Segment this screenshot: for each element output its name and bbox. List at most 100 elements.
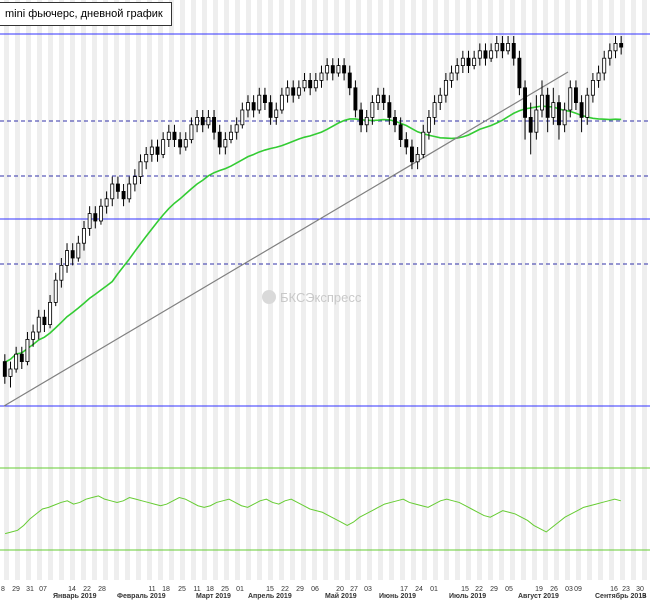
candle-body [121, 190, 126, 200]
stripe [125, 0, 130, 580]
stripe [279, 0, 284, 580]
candle-body [308, 80, 313, 89]
candle-body [472, 57, 477, 67]
candle-body [59, 264, 64, 281]
x-axis-day-label: 20 [336, 586, 344, 593]
stripe [70, 0, 75, 580]
x-axis-month-label: Апрель 2019 [248, 593, 292, 600]
stripe [345, 0, 350, 580]
stripe [323, 0, 328, 580]
stripe [356, 0, 361, 580]
candle-body [217, 131, 222, 148]
stripe [587, 0, 592, 580]
candle-body [545, 94, 550, 118]
x-axis-day-label: 15 [461, 586, 469, 593]
stripe [378, 0, 383, 580]
candle-body [557, 102, 561, 126]
candle-body [25, 338, 30, 362]
x-axis-day-label: 26 [550, 586, 558, 593]
candle-body [229, 131, 233, 140]
x-axis-day-label: 11 [193, 586, 200, 593]
candle-body [279, 94, 284, 111]
candle-body [489, 50, 494, 59]
stripe [312, 0, 317, 580]
candle-body [268, 102, 273, 118]
candle-body [336, 65, 341, 74]
x-axis-day-label: 06 [311, 586, 319, 593]
x-axis-day-label: 31 [26, 586, 34, 593]
candle-body [285, 87, 290, 96]
x-axis-day-label: 25 [178, 586, 186, 593]
candle-body [387, 102, 392, 118]
candle-body [381, 94, 386, 103]
candle-body [166, 131, 171, 140]
candle-body [132, 176, 137, 185]
candle-body [70, 250, 75, 259]
candle-body [426, 117, 431, 133]
x-axis-day-label: 03 [565, 586, 573, 593]
candle-body [506, 43, 511, 52]
stripe [202, 0, 207, 580]
stripe [433, 0, 438, 580]
candle-body [115, 183, 120, 192]
x-axis-edge-label: 8 [1, 586, 5, 593]
candle-body [613, 43, 618, 52]
candle-body [246, 102, 250, 111]
stripe [510, 0, 515, 580]
candle-body [319, 72, 324, 81]
moving-average-line [4, 105, 622, 364]
stripe [169, 0, 174, 580]
x-axis-month-label: Сентябрь 2019 [595, 592, 646, 600]
candle-body [573, 87, 578, 104]
candle-body [568, 87, 573, 111]
candle-body [585, 94, 590, 118]
x-axis-month-label: Июнь 2019 [379, 593, 416, 600]
candle-body [93, 213, 98, 222]
stripe [642, 0, 647, 580]
x-axis-day-label: 27 [350, 586, 358, 593]
candle-body [161, 139, 166, 155]
candle-body [155, 146, 160, 155]
candle-body [500, 43, 505, 52]
stripe [4, 0, 9, 580]
stripe [301, 0, 306, 580]
stripe [466, 0, 471, 580]
stripe [576, 0, 581, 580]
stripe [257, 0, 262, 580]
stripe [499, 0, 504, 580]
candle-body [619, 43, 624, 48]
stripe [103, 0, 108, 580]
candle-body [364, 117, 369, 126]
candle-body [398, 124, 403, 141]
moving-average-path [4, 105, 622, 364]
stripe [48, 0, 53, 580]
candle-body [347, 72, 352, 89]
stripe [213, 0, 218, 580]
candle-body [494, 43, 499, 52]
x-axis-day-label: 09 [574, 586, 582, 593]
stripe [477, 0, 482, 580]
candle-body [206, 117, 211, 126]
watermark-text: БКСЭкспресс [280, 290, 362, 305]
date-stripes [4, 0, 647, 580]
candle-body [42, 316, 47, 326]
x-axis-day-label: 01 [430, 586, 438, 593]
x-axis-day-label: 28 [98, 586, 106, 593]
oscillator-pane [0, 467, 650, 551]
candle-body [596, 72, 601, 81]
candle-body [540, 94, 544, 111]
candle-body [353, 87, 358, 111]
candle-body [342, 65, 347, 74]
candle-body [325, 65, 330, 74]
candle-body [14, 353, 19, 370]
candle-body [579, 102, 584, 118]
candle-body [234, 124, 239, 133]
candle-body [330, 65, 335, 74]
stripe [59, 0, 64, 580]
candle-body [195, 117, 200, 126]
candle-body [257, 94, 262, 111]
x-axis-day-label: 14 [68, 586, 76, 593]
stripe [26, 0, 31, 580]
candle-body [562, 109, 567, 126]
stripe [114, 0, 119, 580]
